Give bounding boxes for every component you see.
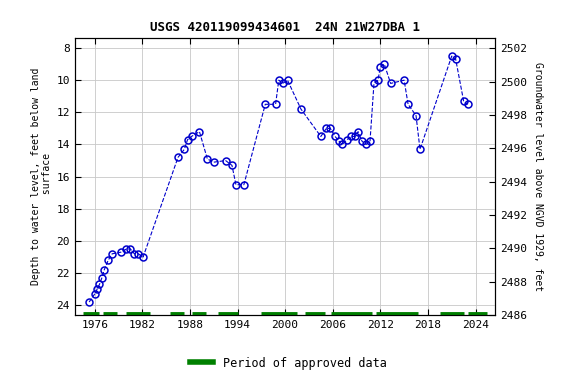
Y-axis label: Depth to water level, feet below land
 surface: Depth to water level, feet below land su… — [31, 68, 52, 285]
Title: USGS 420119099434601  24N 21W27DBA 1: USGS 420119099434601 24N 21W27DBA 1 — [150, 22, 420, 35]
Legend: Period of approved data: Period of approved data — [185, 352, 391, 374]
Y-axis label: Groundwater level above NGVD 1929, feet: Groundwater level above NGVD 1929, feet — [533, 62, 543, 291]
